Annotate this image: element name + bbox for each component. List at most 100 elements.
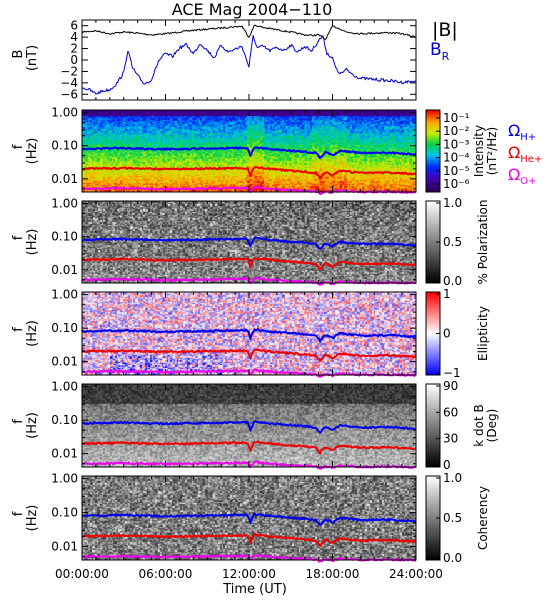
field-tick-label: −4 (60, 76, 78, 90)
colorbar-tick-label: 10⁻¹ (443, 111, 470, 125)
freq-axis-unit: (Hz) (25, 412, 40, 439)
freq-axis-label: f (11, 144, 26, 149)
colorbar-tick-label: 90 (443, 379, 458, 393)
time-tick-label: 06:00:00 (139, 567, 193, 581)
gyro-line-he (81, 440, 417, 455)
legend-gyro-he: ΩHe+ (508, 143, 542, 165)
field-tick-label: 4 (70, 30, 78, 44)
gyro-line-h (81, 146, 417, 160)
gyro-line-h (81, 512, 417, 526)
freq-tick-label: 1.00 (51, 106, 78, 120)
colorbar-tick-label: 10⁻⁶ (443, 177, 470, 191)
freq-tick-label: 1.00 (51, 472, 78, 486)
gyro-line-h (81, 328, 417, 343)
freq-axis-label: f (11, 327, 26, 332)
freq-tick-label: 0.10 (51, 506, 78, 520)
freq-axis-unit: (Hz) (25, 229, 40, 256)
gyro-line-he (81, 532, 417, 547)
colorbar-tick-label: 10⁻⁴ (443, 151, 470, 165)
freq-tick-label: 0.10 (51, 321, 78, 335)
legend-btotal: |B| (432, 19, 458, 41)
panel-ellipticity: 1.00 0.10 0.01 f (Hz) 1 0 −1 Ellipticity (11, 287, 490, 380)
chart-title: ACE Mag 2004−110 (172, 0, 333, 19)
colorbar-tick-label: 0.0 (443, 274, 462, 288)
colorbar-tick-label: 1 (443, 287, 451, 301)
colorbar-tick-label: 30 (443, 432, 458, 446)
gyro-line-he (81, 257, 417, 271)
panel-kdotb: 1.00 0.10 0.01 f (Hz) 90 60 30 0 k dot B (Deg) (11, 379, 499, 472)
colorbar-label: k dot B (472, 404, 486, 446)
gyro-line-h (81, 420, 417, 434)
freq-tick-label: 0.01 (51, 263, 78, 277)
legend-gyro-h: ΩH+ (508, 121, 536, 143)
freq-axis-unit: (Hz) (25, 505, 40, 532)
colorbar-tick-label: 0.5 (443, 511, 462, 525)
colorbar-tick-label: 0 (443, 327, 451, 341)
freq-tick-label: 0.01 (51, 172, 78, 186)
gyro-line-h (81, 236, 417, 250)
colorbar-tick-label: 0.0 (443, 551, 462, 565)
field-tick-label: −2 (60, 64, 78, 78)
colorbar-label: Intensity (472, 125, 486, 177)
freq-tick-label: 0.10 (51, 139, 78, 153)
panel-polarization: 1.00 0.10 0.01 f (Hz) 1.0 0.5 0.0 % Polarization (11, 196, 490, 288)
freq-tick-label: 1.00 (51, 197, 78, 211)
colorbar-tick-label: 1.0 (443, 471, 462, 485)
time-axis-label: Time (UT) (222, 582, 287, 597)
colorbar-unit: (nT²/Hz) (485, 127, 499, 175)
colorbar-intensity (426, 110, 440, 192)
colorbar-tick-label: 10⁻⁵ (443, 164, 470, 178)
freq-axis-unit: (Hz) (25, 138, 40, 165)
colorbar-polarization (426, 201, 440, 283)
series-line-br (81, 35, 417, 95)
freq-tick-label: 1.00 (51, 380, 78, 394)
gyro-line-he (81, 165, 417, 180)
colorbar-unit: (Deg) (485, 409, 499, 443)
colorbar-tick-label: 60 (443, 405, 458, 419)
freq-axis-label: f (11, 419, 26, 424)
time-tick-label: 12:00:00 (222, 567, 276, 581)
colorbar-label: Coherency (476, 486, 490, 550)
freq-tick-label: 0.01 (51, 447, 78, 461)
freq-tick-label: 0.10 (51, 413, 78, 427)
colorbar-frame (425, 383, 441, 468)
colorbar-ellipticity (426, 292, 440, 375)
time-tick-label: 24:00:00 (389, 567, 443, 581)
colorbar-coherency (426, 476, 440, 560)
colorbar-kdotb (426, 384, 440, 467)
time-axis: 00:00:00 06:00:00 12:00:00 18:00:00 24:00:00… (55, 567, 443, 597)
time-tick-label: 18:00:00 (306, 567, 360, 581)
colorbar-tick-label: 0.5 (443, 235, 462, 249)
panel-intensity: 1.00 0.10 0.01 f (Hz) 10⁻¹10⁻²10⁻³10⁻⁴10⁻⁵10⁻… (11, 106, 542, 195)
field-axis-label: B (11, 50, 26, 59)
field-tick-label: 0 (70, 53, 78, 67)
legend-br: BR (430, 40, 450, 63)
freq-axis-label: f (11, 511, 26, 516)
colorbar-frame (425, 109, 441, 193)
freq-axis-unit: (Hz) (25, 320, 40, 347)
colorbar-tick-label: 1.0 (443, 196, 462, 210)
freq-tick-label: 0.10 (51, 230, 78, 244)
gyro-line-he (81, 348, 417, 362)
legend-gyro-o: ΩO+ (508, 165, 536, 187)
field-tick-label: −6 (60, 87, 78, 101)
colorbar-label: Ellipticity (476, 306, 490, 361)
field-axis-unit: (nT) (25, 45, 40, 71)
freq-tick-label: 0.01 (51, 540, 78, 554)
colorbar-label: % Polarization (476, 200, 490, 285)
field-tick-label: 2 (70, 42, 78, 56)
series-line-btotal (81, 24, 417, 40)
freq-tick-label: 0.01 (51, 355, 78, 369)
freq-axis-label: f (11, 235, 26, 240)
colorbar-tick-label: −1 (443, 366, 461, 380)
colorbar-tick-label: 10⁻² (443, 124, 470, 138)
time-tick-label: 00:00:00 (55, 567, 109, 581)
freq-tick-label: 1.00 (51, 288, 78, 302)
panel-coherency: 1.00 0.10 0.01 f (Hz) 1.0 0.5 0.0 Coherency (11, 471, 490, 565)
field-tick-label: 6 (70, 19, 78, 33)
colorbar-tick-label: 0 (443, 458, 451, 472)
colorbar-tick-label: 10⁻³ (443, 137, 470, 151)
